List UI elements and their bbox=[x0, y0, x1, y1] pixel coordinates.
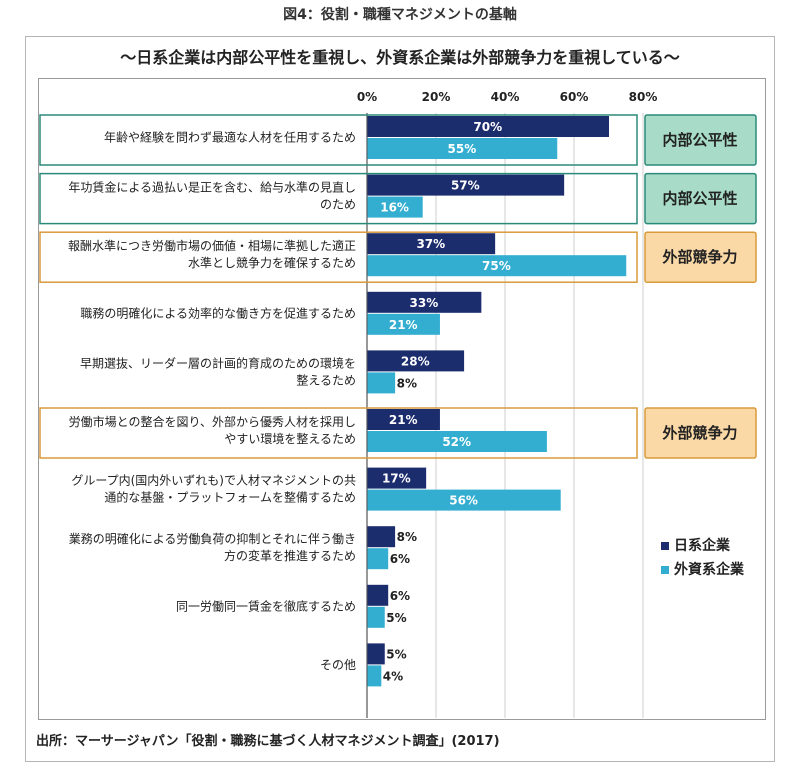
highlight-outline bbox=[39, 407, 638, 459]
category-label: 業務の明確化による労働負荷の抑制とそれに伴う働き bbox=[69, 531, 356, 546]
bar-japanese bbox=[367, 174, 565, 196]
annotation-label: 外部競争力 bbox=[661, 248, 737, 266]
category-label: グループ内(国内外いずれも)で人材マネジメントの共 bbox=[71, 474, 356, 488]
bar-japanese bbox=[367, 526, 396, 548]
data-label: 8% bbox=[397, 376, 417, 390]
data-label: 70% bbox=[473, 120, 502, 134]
data-label: 6% bbox=[390, 552, 410, 566]
category-label: 同一労働同一賃金を徹底するため bbox=[176, 598, 356, 613]
chart-title: ～日系企業は内部公平性を重視し、外資系企業は外部競争力を重視している～ bbox=[120, 48, 680, 67]
bar-foreign bbox=[367, 372, 396, 394]
data-label: 5% bbox=[386, 611, 406, 625]
category-label: 職務の明確化による効率的な働き方を促進するため bbox=[80, 305, 356, 320]
bar-foreign bbox=[367, 431, 547, 452]
x-tick-label: 40% bbox=[491, 90, 520, 104]
legend-swatch bbox=[661, 566, 669, 574]
data-label: 17% bbox=[382, 472, 411, 486]
category-label: やすい環境を整えるため bbox=[224, 431, 356, 446]
bar-foreign bbox=[367, 138, 558, 159]
category-label: 報酬水準につき労働市場の価値・相場に準拠した適正 bbox=[68, 238, 356, 253]
bar-foreign bbox=[367, 548, 389, 570]
data-label: 5% bbox=[386, 647, 406, 661]
bar-japanese bbox=[367, 643, 385, 665]
category-label: 早期選抜、リーダー層の計画的育成のための環境を bbox=[80, 355, 356, 370]
source-note: 出所：マーサージャパン「役割・職務に基づく人材マネジメント調査」(2017) bbox=[36, 734, 500, 749]
data-label: 75% bbox=[482, 259, 511, 273]
bar-japanese bbox=[367, 584, 389, 606]
figure-frame bbox=[25, 36, 775, 762]
bar-foreign bbox=[367, 255, 627, 277]
data-label: 55% bbox=[448, 142, 477, 156]
legend-label: 日系企業 bbox=[674, 537, 731, 554]
bar-japanese bbox=[367, 291, 482, 313]
category-label: 整えるため bbox=[296, 372, 356, 387]
data-label: 56% bbox=[449, 494, 478, 508]
bar-japanese bbox=[367, 350, 465, 372]
legend-swatch bbox=[661, 542, 669, 550]
x-tick-label: 80% bbox=[629, 90, 658, 104]
category-label: 方の変革を推進するため bbox=[224, 548, 356, 563]
legend-label: 外資系企業 bbox=[674, 561, 745, 578]
bar-japanese bbox=[367, 116, 609, 137]
annotation-label: 内部公平性 bbox=[662, 190, 737, 208]
data-label: 52% bbox=[442, 435, 471, 449]
category-label: 年功賃金による過払い是正を含む、給与水準の見直し bbox=[68, 180, 356, 195]
data-label: 8% bbox=[397, 530, 417, 544]
figure-title: 図4：役割・職種マネジメントの基軸 bbox=[283, 7, 517, 23]
plot-area-border bbox=[38, 78, 766, 720]
highlight-outline bbox=[39, 231, 638, 283]
annotation-badge bbox=[644, 407, 757, 459]
category-label: 水準とし競争力を確保するため bbox=[188, 255, 356, 270]
bar-japanese bbox=[367, 409, 440, 430]
data-label: 28% bbox=[401, 354, 430, 368]
category-label: 労働市場との整合を図り、外部から優秀人材を採用し bbox=[69, 414, 356, 429]
data-label: 33% bbox=[410, 296, 439, 310]
category-label: のため bbox=[320, 198, 356, 212]
data-label: 37% bbox=[416, 237, 445, 251]
annotation-label: 外部競争力 bbox=[661, 424, 737, 442]
data-label: 6% bbox=[390, 589, 410, 603]
data-label: 21% bbox=[389, 318, 418, 332]
highlight-outline bbox=[39, 172, 638, 225]
category-label: 通的な基盤・プラットフォームを整備するため bbox=[104, 490, 356, 505]
bar-foreign bbox=[367, 665, 382, 687]
data-label: 57% bbox=[451, 179, 480, 193]
x-tick-label: 20% bbox=[422, 90, 451, 104]
data-label: 21% bbox=[389, 413, 418, 427]
bar-foreign bbox=[367, 606, 385, 628]
bar-japanese bbox=[367, 467, 427, 489]
annotation-badge bbox=[644, 114, 757, 166]
annotation-badge bbox=[644, 172, 757, 225]
bar-foreign bbox=[367, 313, 440, 335]
highlight-outline bbox=[39, 114, 638, 166]
x-tick-label: 0% bbox=[357, 90, 377, 104]
bar-foreign bbox=[367, 196, 423, 218]
category-label: その他 bbox=[320, 658, 356, 672]
annotation-label: 内部公平性 bbox=[662, 131, 737, 149]
bar-foreign bbox=[367, 489, 561, 511]
annotation-badge bbox=[644, 231, 757, 283]
x-tick-label: 60% bbox=[560, 90, 589, 104]
data-label: 16% bbox=[380, 201, 409, 215]
bar-japanese bbox=[367, 233, 496, 255]
data-label: 4% bbox=[383, 669, 403, 683]
category-label: 年齢や経験を問わず最適な人材を任用するため bbox=[104, 130, 356, 145]
